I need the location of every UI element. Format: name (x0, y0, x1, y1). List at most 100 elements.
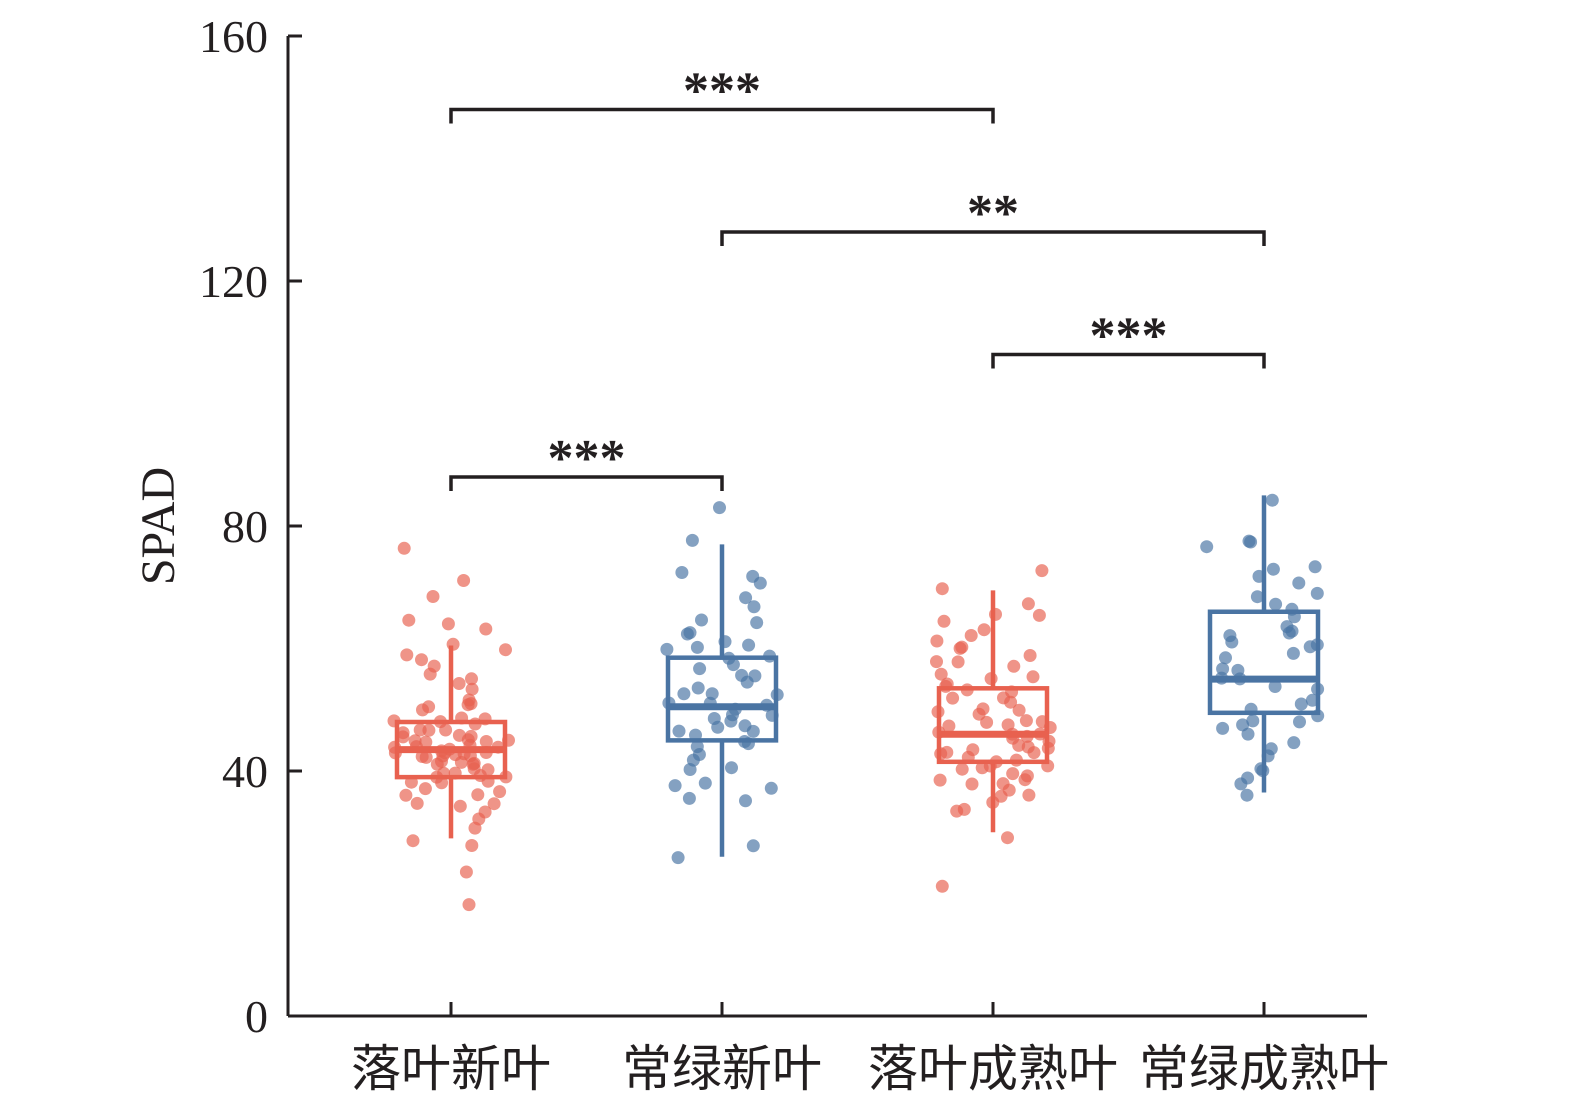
data-point (671, 851, 685, 865)
data-point (402, 613, 416, 627)
y-ticks: 0 40 80 120 160 (199, 11, 302, 1042)
data-point (479, 622, 493, 636)
data-point (1294, 697, 1308, 711)
data-point (725, 761, 738, 775)
y-tick-label: 0 (245, 991, 268, 1042)
data-point (1032, 608, 1046, 622)
data-point (1223, 629, 1237, 643)
data-point (1280, 620, 1294, 634)
data-point (415, 653, 428, 667)
data-point (672, 724, 686, 738)
data-point (1250, 590, 1264, 604)
data-point (1246, 714, 1260, 728)
data-point (426, 590, 440, 603)
significance-bracket (991, 352, 1266, 369)
data-point (668, 779, 682, 793)
x-tick-label: 落叶新叶 (351, 1040, 551, 1098)
data-point (406, 834, 420, 848)
data-point (499, 643, 512, 657)
significance-bracket (449, 475, 724, 491)
y-tick-label: 40 (222, 746, 268, 797)
data-point (1216, 662, 1230, 676)
x-tick-label: 落叶成熟叶 (868, 1040, 1118, 1098)
data-point (966, 743, 980, 757)
data-point (957, 802, 971, 816)
data-point (464, 729, 478, 743)
data-point (1286, 646, 1300, 660)
data-point (400, 648, 414, 662)
data-point (940, 745, 954, 759)
significance-brackets: *********** (449, 63, 1266, 491)
data-point (930, 655, 943, 669)
data-point (471, 788, 485, 802)
data-point (683, 626, 697, 640)
data-point (1231, 663, 1245, 677)
data-point (1006, 767, 1020, 781)
data-point (685, 533, 699, 547)
data-point (675, 566, 689, 579)
data-point (419, 750, 433, 764)
data-point (1264, 742, 1278, 756)
data-point (693, 662, 707, 676)
data-point (660, 642, 674, 656)
data-point (1266, 562, 1280, 576)
data-point (705, 687, 719, 701)
data-point (416, 703, 429, 717)
data-point (1001, 831, 1014, 845)
data-point (965, 777, 979, 791)
data-point (698, 776, 712, 790)
data-point (1022, 788, 1036, 802)
data-point (930, 634, 944, 648)
data-point (935, 879, 949, 893)
data-point (996, 777, 1010, 791)
data-point (713, 501, 726, 515)
box-iqr (1207, 609, 1321, 716)
data-point (1242, 534, 1256, 548)
data-point (418, 782, 432, 796)
data-point (452, 728, 466, 742)
data-point (976, 702, 990, 716)
data-point (695, 613, 708, 627)
data-point (1012, 703, 1026, 717)
data-point (1001, 718, 1015, 732)
data-point (410, 796, 424, 810)
data-point (955, 640, 969, 654)
data-point (742, 638, 756, 652)
data-point (408, 734, 422, 748)
data-point (493, 785, 507, 799)
data-point (934, 667, 948, 681)
data-point (1200, 540, 1214, 554)
significance-label: ** (967, 185, 1019, 242)
jitter-points (387, 493, 1325, 912)
data-point (462, 693, 476, 707)
data-point (1236, 718, 1250, 732)
data-point (935, 582, 949, 596)
data-point (980, 715, 994, 729)
data-point (764, 781, 778, 795)
data-point (1308, 560, 1322, 574)
data-point (1035, 564, 1049, 578)
data-point (1216, 721, 1230, 735)
x-tick-label: 常绿成熟叶 (1139, 1040, 1389, 1098)
data-point (459, 865, 473, 879)
data-point (677, 687, 691, 701)
box-iqr (665, 655, 779, 743)
data-point (1023, 649, 1037, 662)
data-point (937, 614, 951, 628)
data-point (397, 541, 411, 555)
data-point (1020, 769, 1034, 783)
data-point (707, 712, 721, 725)
data-point (1293, 715, 1306, 729)
data-point (933, 773, 947, 787)
data-point (462, 898, 476, 912)
data-point (690, 740, 704, 754)
data-point (682, 791, 696, 805)
significance-label: *** (1090, 308, 1168, 365)
data-point (942, 719, 956, 733)
data-point (746, 569, 760, 583)
significance-label: *** (683, 63, 761, 120)
data-point (465, 672, 478, 686)
data-point (1007, 659, 1021, 673)
x-tick-label: 常绿新叶 (622, 1040, 822, 1098)
